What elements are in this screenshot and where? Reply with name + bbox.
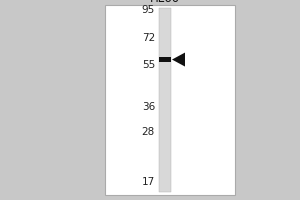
Text: 72: 72: [142, 33, 155, 43]
Text: 55: 55: [142, 60, 155, 70]
Bar: [159, 8, 171, 192]
Text: 36: 36: [142, 102, 155, 112]
Text: HL60: HL60: [150, 0, 180, 5]
Bar: [105, 5, 235, 195]
Text: 17: 17: [142, 177, 155, 187]
Text: 28: 28: [142, 127, 155, 137]
Polygon shape: [172, 53, 185, 67]
Text: 95: 95: [142, 5, 155, 15]
Bar: [159, 57, 171, 62]
